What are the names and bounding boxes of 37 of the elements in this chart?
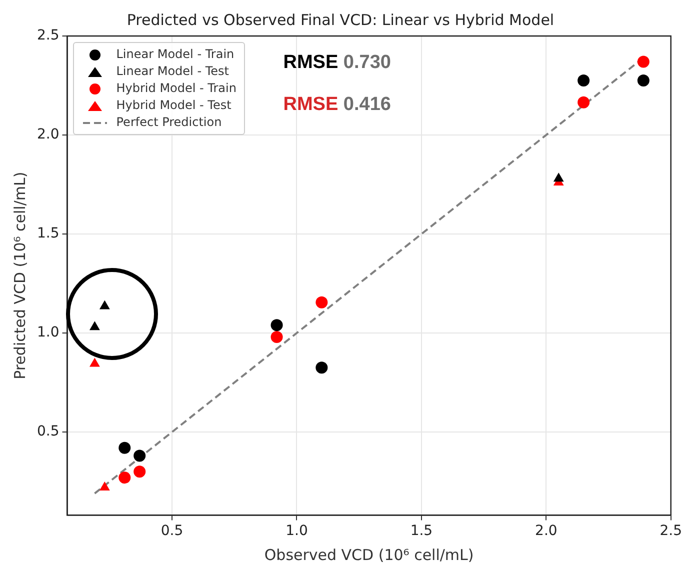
point [270, 319, 283, 332]
x-tick-label: 2.0 [535, 523, 558, 540]
legend-label: Linear Model - Train [116, 46, 234, 63]
point [118, 472, 131, 484]
legend-label: Hybrid Model - Train [116, 80, 236, 97]
y-axis-title: Predicted VCD (10⁶ cell/mL) [10, 172, 29, 380]
x-tick-label: 2.5 [660, 523, 682, 540]
legend-label: Perfect Prediction [116, 114, 222, 131]
x-axis-title: Observed VCD (10⁶ cell/mL) [264, 546, 474, 564]
point [316, 362, 328, 374]
x-tick-label: 1.5 [410, 523, 433, 540]
y-tick-label: 2.5 [37, 28, 60, 44]
x-tick-label: 1.0 [286, 523, 308, 540]
annotation: RMSE 0.730 [283, 52, 391, 73]
legend-label: Hybrid Model - Test [116, 97, 232, 114]
chart-title: Predicted vs Observed Final VCD: Linear vs Hybrid Model [126, 10, 554, 29]
point [118, 442, 131, 454]
y-tick-label: 1.5 [37, 226, 60, 242]
point [553, 172, 564, 182]
point [134, 450, 146, 462]
point [270, 330, 283, 343]
x-tick-label: 0.5 [160, 523, 184, 540]
y-tick-label: 0.5 [37, 424, 60, 440]
point [578, 74, 590, 87]
legend-label: Linear Model - Test [116, 63, 229, 80]
y-tick-label: 1.0 [37, 324, 60, 341]
point [316, 296, 328, 308]
point [90, 321, 100, 330]
annotation: RMSE 0.416 [283, 94, 391, 115]
point [578, 96, 590, 108]
point [90, 358, 100, 367]
y-tick-label: 2.0 [37, 126, 60, 143]
point [134, 466, 146, 478]
point [99, 300, 110, 310]
point [99, 481, 110, 490]
point [637, 56, 650, 68]
point [637, 74, 650, 87]
